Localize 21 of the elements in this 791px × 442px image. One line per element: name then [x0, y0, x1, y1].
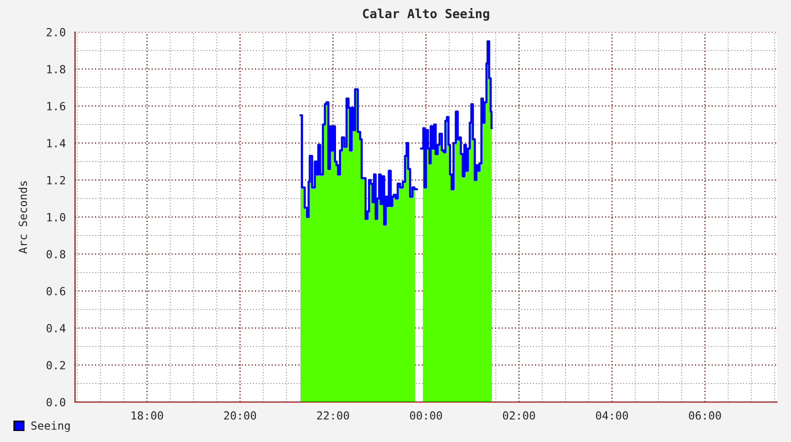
- y-tick-label: 1.8: [47, 65, 66, 74]
- y-tick-label: 0.2: [46, 361, 66, 370]
- y-axis-title: Arc Seconds: [18, 181, 28, 254]
- legend-label: Seeing: [31, 421, 70, 432]
- y-tick-label: 0.4: [46, 324, 66, 332]
- x-tick-label: 00:00: [410, 411, 442, 420]
- chart-title: Calar Alto Seeing: [362, 8, 490, 21]
- y-tick-label: 1.6: [47, 102, 66, 110]
- y-tick-label: 2.0: [46, 28, 66, 36]
- y-tick-label: 0.0: [46, 398, 66, 406]
- x-tick-label: 06:00: [688, 411, 721, 420]
- y-tick-label: 1.4: [47, 139, 66, 148]
- y-tick-label: 1.0: [47, 213, 66, 222]
- x-tick-label: 22:00: [317, 411, 350, 420]
- y-tick-label: 0.6: [46, 287, 66, 296]
- x-tick-label: 20:00: [224, 411, 256, 420]
- y-tick-label: 1.2: [47, 176, 66, 184]
- x-tick-label: 04:00: [596, 411, 628, 420]
- x-tick-label: 02:00: [502, 411, 535, 420]
- x-tick-label: 18:00: [132, 411, 164, 420]
- y-tick-label: 0.8: [46, 250, 66, 258]
